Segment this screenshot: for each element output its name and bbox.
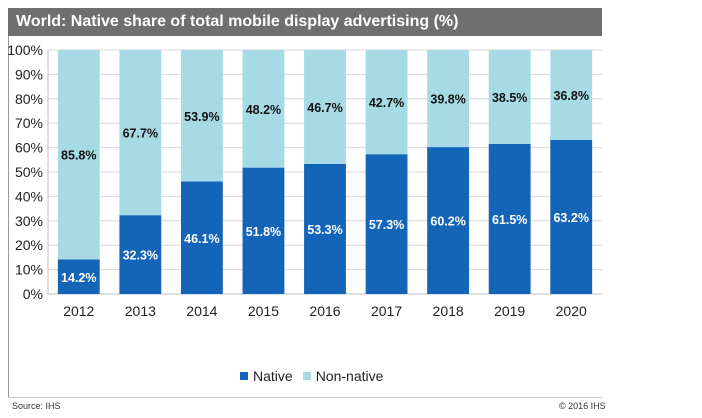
- source-note: Source: IHS: [12, 401, 61, 411]
- data-label-native-2019: 61.5%: [492, 213, 527, 227]
- y-tick-label: 100%: [7, 42, 43, 58]
- legend-entry-native: Native: [240, 368, 293, 384]
- chart-legend: Native Non-native: [240, 368, 393, 384]
- bar-native-2017: [365, 154, 408, 294]
- x-tick-label: 2017: [371, 303, 402, 319]
- bar-non-native-2013: [119, 50, 162, 216]
- data-label-native-2014: 46.1%: [184, 232, 219, 246]
- bar-non-native-2012: [57, 50, 100, 260]
- bar-native-2016: [304, 163, 346, 294]
- y-tick-label: 10%: [15, 262, 43, 278]
- x-tick-label: 2012: [63, 303, 94, 319]
- data-label-non-native-2013: 67.7%: [123, 127, 158, 141]
- y-tick-label: 50%: [15, 164, 43, 180]
- y-tick-label: 70%: [15, 115, 43, 131]
- bar-non-native-2015: [242, 50, 285, 168]
- bar-native-2013: [119, 215, 162, 294]
- bar-native-2015: [242, 167, 285, 294]
- x-tick-label: 2014: [186, 303, 217, 319]
- bar-native-2014: [180, 181, 223, 294]
- data-label-non-native-2016: 46.7%: [307, 101, 342, 115]
- y-tick-label: 20%: [15, 237, 43, 253]
- bar-non-native-2017: [365, 50, 408, 155]
- bar-native-2019: [488, 143, 531, 294]
- copyright-note: © 2016 IHS: [559, 401, 606, 411]
- legend-swatch-native: [240, 372, 248, 380]
- frame-left-rule: [8, 36, 9, 398]
- legend-entry-non-native: Non-native: [302, 368, 384, 384]
- data-label-non-native-2014: 53.9%: [184, 110, 219, 124]
- data-label-non-native-2020: 36.8%: [553, 89, 588, 103]
- data-label-native-2016: 53.3%: [307, 223, 342, 237]
- bar-non-native-2019: [488, 50, 531, 144]
- data-label-native-2012: 14.2%: [61, 271, 96, 285]
- data-label-non-native-2012: 85.8%: [61, 149, 96, 163]
- data-label-non-native-2015: 48.2%: [246, 103, 281, 117]
- x-tick-label: 2015: [248, 303, 279, 319]
- y-tick-label: 90%: [15, 66, 43, 82]
- x-tick-label: 2013: [125, 303, 156, 319]
- data-label-native-2017: 57.3%: [369, 218, 404, 232]
- y-tick-label: 80%: [15, 91, 43, 107]
- y-tick-label: 40%: [15, 188, 43, 204]
- x-tick-label: 2016: [309, 303, 340, 319]
- data-label-native-2013: 32.3%: [123, 249, 158, 263]
- y-tick-label: 30%: [15, 213, 43, 229]
- bar-non-native-2020: [550, 50, 593, 140]
- data-label-native-2020: 63.2%: [553, 211, 588, 225]
- legend-label-non-native: Non-native: [315, 368, 384, 384]
- data-label-non-native-2019: 38.5%: [492, 91, 527, 105]
- y-tick-label: 60%: [15, 140, 43, 156]
- data-label-native-2015: 51.8%: [246, 225, 281, 239]
- frame-bottom-rule: [8, 397, 602, 398]
- bar-non-native-2018: [427, 50, 470, 148]
- bar-native-2020: [550, 139, 593, 294]
- x-tick-label: 2018: [433, 303, 464, 319]
- bar-native-2018: [427, 147, 470, 294]
- data-label-non-native-2017: 42.7%: [369, 96, 404, 110]
- bar-native-2012: [57, 259, 100, 294]
- data-label-non-native-2018: 39.8%: [430, 93, 465, 107]
- y-tick-label: 0%: [23, 286, 43, 302]
- legend-label-native: Native: [253, 368, 293, 384]
- bar-non-native-2016: [304, 50, 346, 164]
- bar-non-native-2014: [180, 50, 223, 182]
- data-label-native-2018: 60.2%: [430, 215, 465, 229]
- chart-title: World: Native share of total mobile disp…: [8, 8, 602, 36]
- legend-swatch-non-native: [302, 372, 311, 380]
- x-tick-label: 2019: [494, 303, 525, 319]
- x-tick-label: 2020: [556, 303, 587, 319]
